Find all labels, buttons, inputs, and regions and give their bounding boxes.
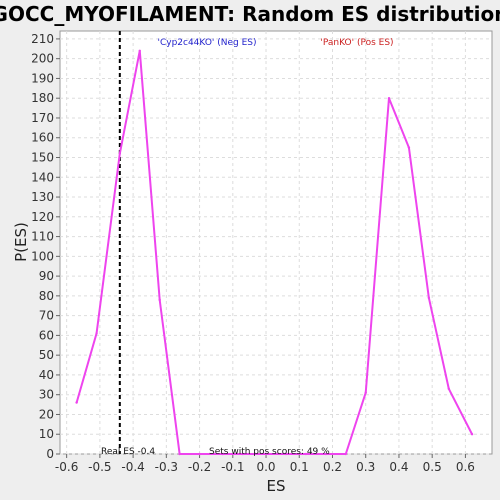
x-tick-label: 0.5 xyxy=(423,460,442,474)
y-axis-ticks: 0 10 20 30 40 50 60 70 80 90 100 110 120 130 140 150 160… xyxy=(31,32,60,461)
y-tick-label: 110 xyxy=(31,230,54,244)
y-tick-label: 60 xyxy=(39,328,54,342)
grid-lines xyxy=(60,31,492,455)
y-tick-label: 200 xyxy=(31,52,54,66)
x-tick-label: 0.6 xyxy=(456,460,475,474)
y-tick-label: 210 xyxy=(31,32,54,46)
x-tick-label: -0.2 xyxy=(188,460,211,474)
data-point xyxy=(158,298,161,302)
y-tick-label: 180 xyxy=(31,91,54,105)
data-point xyxy=(241,452,244,456)
x-axis-ticks: -0.6 -0.5 -0.4 -0.3 -0.2 -0.1 0.0 0.1 0.2 0.3 0.4 0… xyxy=(55,454,475,474)
y-tick-label: 10 xyxy=(39,427,54,441)
x-tick-label: 0.4 xyxy=(389,460,408,474)
y-tick-label: 130 xyxy=(31,190,54,204)
x-axis-label: ES xyxy=(267,477,286,495)
x-tick-label: 0.2 xyxy=(323,460,342,474)
data-point xyxy=(387,97,391,100)
x-tick-label: -0.4 xyxy=(121,460,144,474)
plot-area xyxy=(59,30,493,455)
es-distribution-line xyxy=(75,50,473,455)
data-point xyxy=(427,296,431,300)
data-point xyxy=(324,452,328,456)
neg-es-label: 'Cyp2c44KO' (Neg ES) xyxy=(157,38,256,48)
y-tick-label: 150 xyxy=(31,151,54,165)
y-tick-label: 120 xyxy=(31,210,54,224)
data-point xyxy=(221,452,225,456)
data-point xyxy=(198,452,201,456)
data-point xyxy=(178,452,181,456)
data-point xyxy=(470,433,474,436)
data-point xyxy=(344,452,347,456)
x-tick-label: 0.0 xyxy=(256,460,275,474)
y-tick-label: 160 xyxy=(31,131,54,145)
y-tick-label: 50 xyxy=(39,348,54,362)
y-tick-label: 30 xyxy=(39,388,54,402)
data-point xyxy=(118,152,122,155)
x-tick-label: -0.6 xyxy=(55,460,78,474)
y-tick-label: 170 xyxy=(31,111,54,125)
data-point xyxy=(364,391,367,394)
data-point xyxy=(138,49,141,52)
data-point xyxy=(95,332,98,335)
real-es-label: Real ES -0.4 xyxy=(101,447,155,457)
y-tick-label: 20 xyxy=(39,407,54,421)
chart-title: GOCC_MYOFILAMENT: Random ES distribution xyxy=(0,2,500,26)
x-tick-label: -0.5 xyxy=(88,460,111,474)
y-tick-label: 70 xyxy=(39,309,54,323)
x-tick-label: 0.3 xyxy=(356,460,375,474)
y-tick-label: 0 xyxy=(46,447,54,461)
series-points xyxy=(75,49,474,456)
data-point xyxy=(75,401,78,404)
y-tick-label: 190 xyxy=(31,71,54,85)
y-tick-label: 40 xyxy=(39,368,54,382)
data-point xyxy=(447,387,450,390)
data-point xyxy=(284,452,288,456)
pos-scores-label: Sets with pos scores: 49 % xyxy=(209,447,330,457)
pos-es-label: 'PanKO' (Pos ES) xyxy=(320,38,393,48)
x-tick-label: -0.3 xyxy=(155,460,178,474)
y-axis-label: P(ES) xyxy=(12,222,30,262)
data-point xyxy=(264,452,268,456)
x-tick-label: 0.1 xyxy=(290,460,309,474)
y-tick-label: 100 xyxy=(31,249,54,263)
y-tick-label: 140 xyxy=(31,170,54,184)
data-point xyxy=(407,146,411,149)
y-tick-label: 90 xyxy=(39,269,54,283)
data-point xyxy=(304,452,308,456)
y-tick-label: 80 xyxy=(39,289,54,303)
x-tick-label: -0.1 xyxy=(221,460,244,474)
